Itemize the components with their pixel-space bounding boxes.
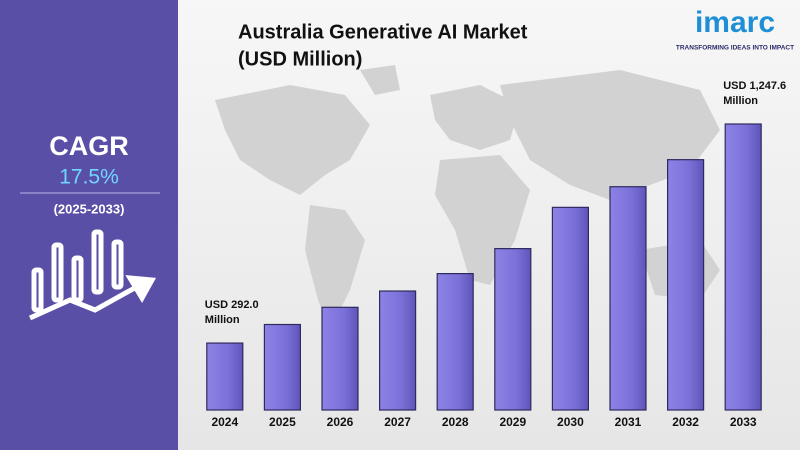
data-label: USD 292.0 Million	[205, 299, 259, 326]
sidebar	[0, 0, 178, 450]
chart-title: Australia Generative AI Market	[238, 21, 528, 43]
bar	[379, 290, 417, 411]
x-tick-label: 2030	[557, 415, 584, 429]
x-tick-label: 2027	[384, 415, 411, 429]
world-map	[215, 65, 720, 330]
growth-icon	[28, 229, 157, 321]
x-tick-label: 2025	[269, 415, 296, 429]
cagr-period: (2025-2033)	[54, 201, 125, 216]
bar	[724, 123, 762, 411]
bar	[263, 323, 301, 411]
x-tick-label: 2031	[615, 415, 642, 429]
x-tick-label: 2032	[672, 415, 699, 429]
x-tick-label: 2033	[730, 415, 757, 429]
bar	[666, 159, 705, 411]
chart-subtitle: (USD Million)	[238, 48, 362, 70]
bar	[321, 306, 359, 411]
data-label: USD 1,247.6 Million	[723, 80, 786, 107]
cagr-label: CAGR	[49, 131, 129, 161]
bar	[436, 273, 474, 411]
logo-name: imarc	[695, 6, 775, 39]
x-tick-label: 2026	[327, 415, 354, 429]
x-tick-label: 2028	[442, 415, 469, 429]
cagr-value: 17.5%	[59, 166, 119, 189]
bar	[206, 342, 244, 411]
logo-tagline: TRANSFORMING IDEAS INTO IMPACT	[676, 45, 794, 52]
x-tick-label: 2029	[499, 415, 526, 429]
bar	[609, 186, 647, 411]
bar	[551, 206, 590, 411]
x-tick-label: 2024	[211, 415, 238, 429]
bar	[494, 248, 532, 411]
